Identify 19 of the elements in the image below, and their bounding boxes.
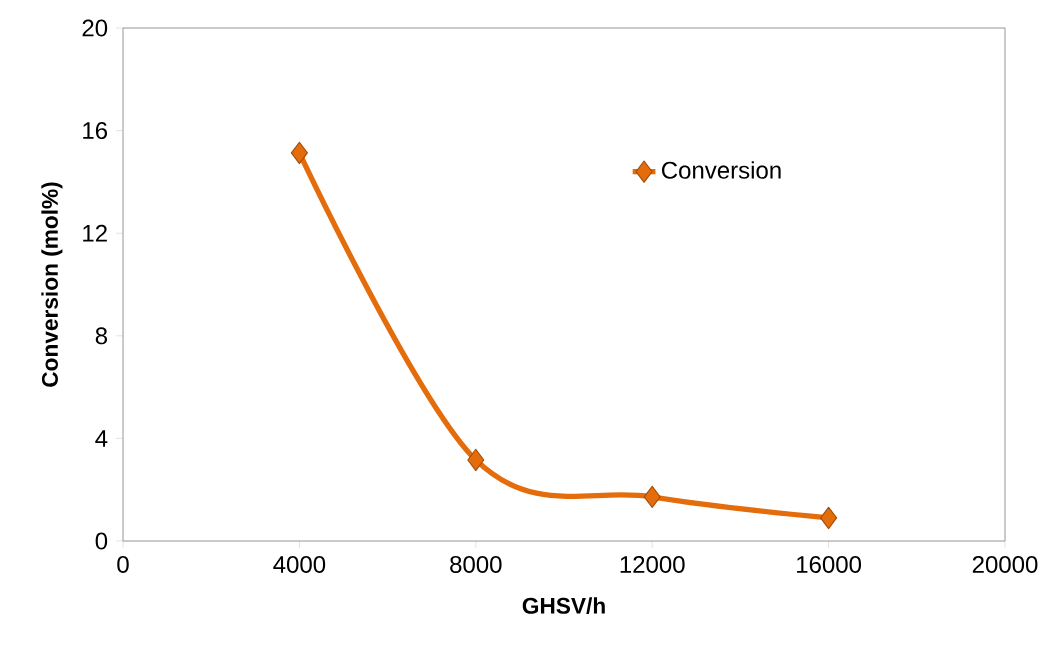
- legend-label: Conversion: [661, 161, 781, 179]
- x-tick-label: 20000: [972, 555, 1038, 573]
- point: [467, 448, 485, 472]
- y-tick-label: 0: [95, 532, 108, 550]
- y-tick-label: 12: [83, 224, 107, 242]
- y-axis-title: Conversion (mol%): [41, 182, 63, 387]
- y-tick-label: 16: [83, 122, 108, 140]
- y-tick-label: 8: [95, 327, 108, 345]
- point: [820, 506, 838, 530]
- x-tick-label: 8000: [450, 555, 502, 573]
- y-tick-label: 4: [95, 430, 108, 447]
- x-tick-label: 0: [117, 555, 129, 573]
- point: [643, 485, 661, 509]
- y-tick-label: 20: [82, 19, 108, 37]
- x-tick-label: 12000: [620, 555, 685, 573]
- x-axis-title: GHSV/h: [522, 597, 605, 615]
- x-tick-label: 16000: [797, 555, 862, 573]
- point: [290, 141, 308, 165]
- x-tick-label: 4000: [273, 555, 326, 573]
